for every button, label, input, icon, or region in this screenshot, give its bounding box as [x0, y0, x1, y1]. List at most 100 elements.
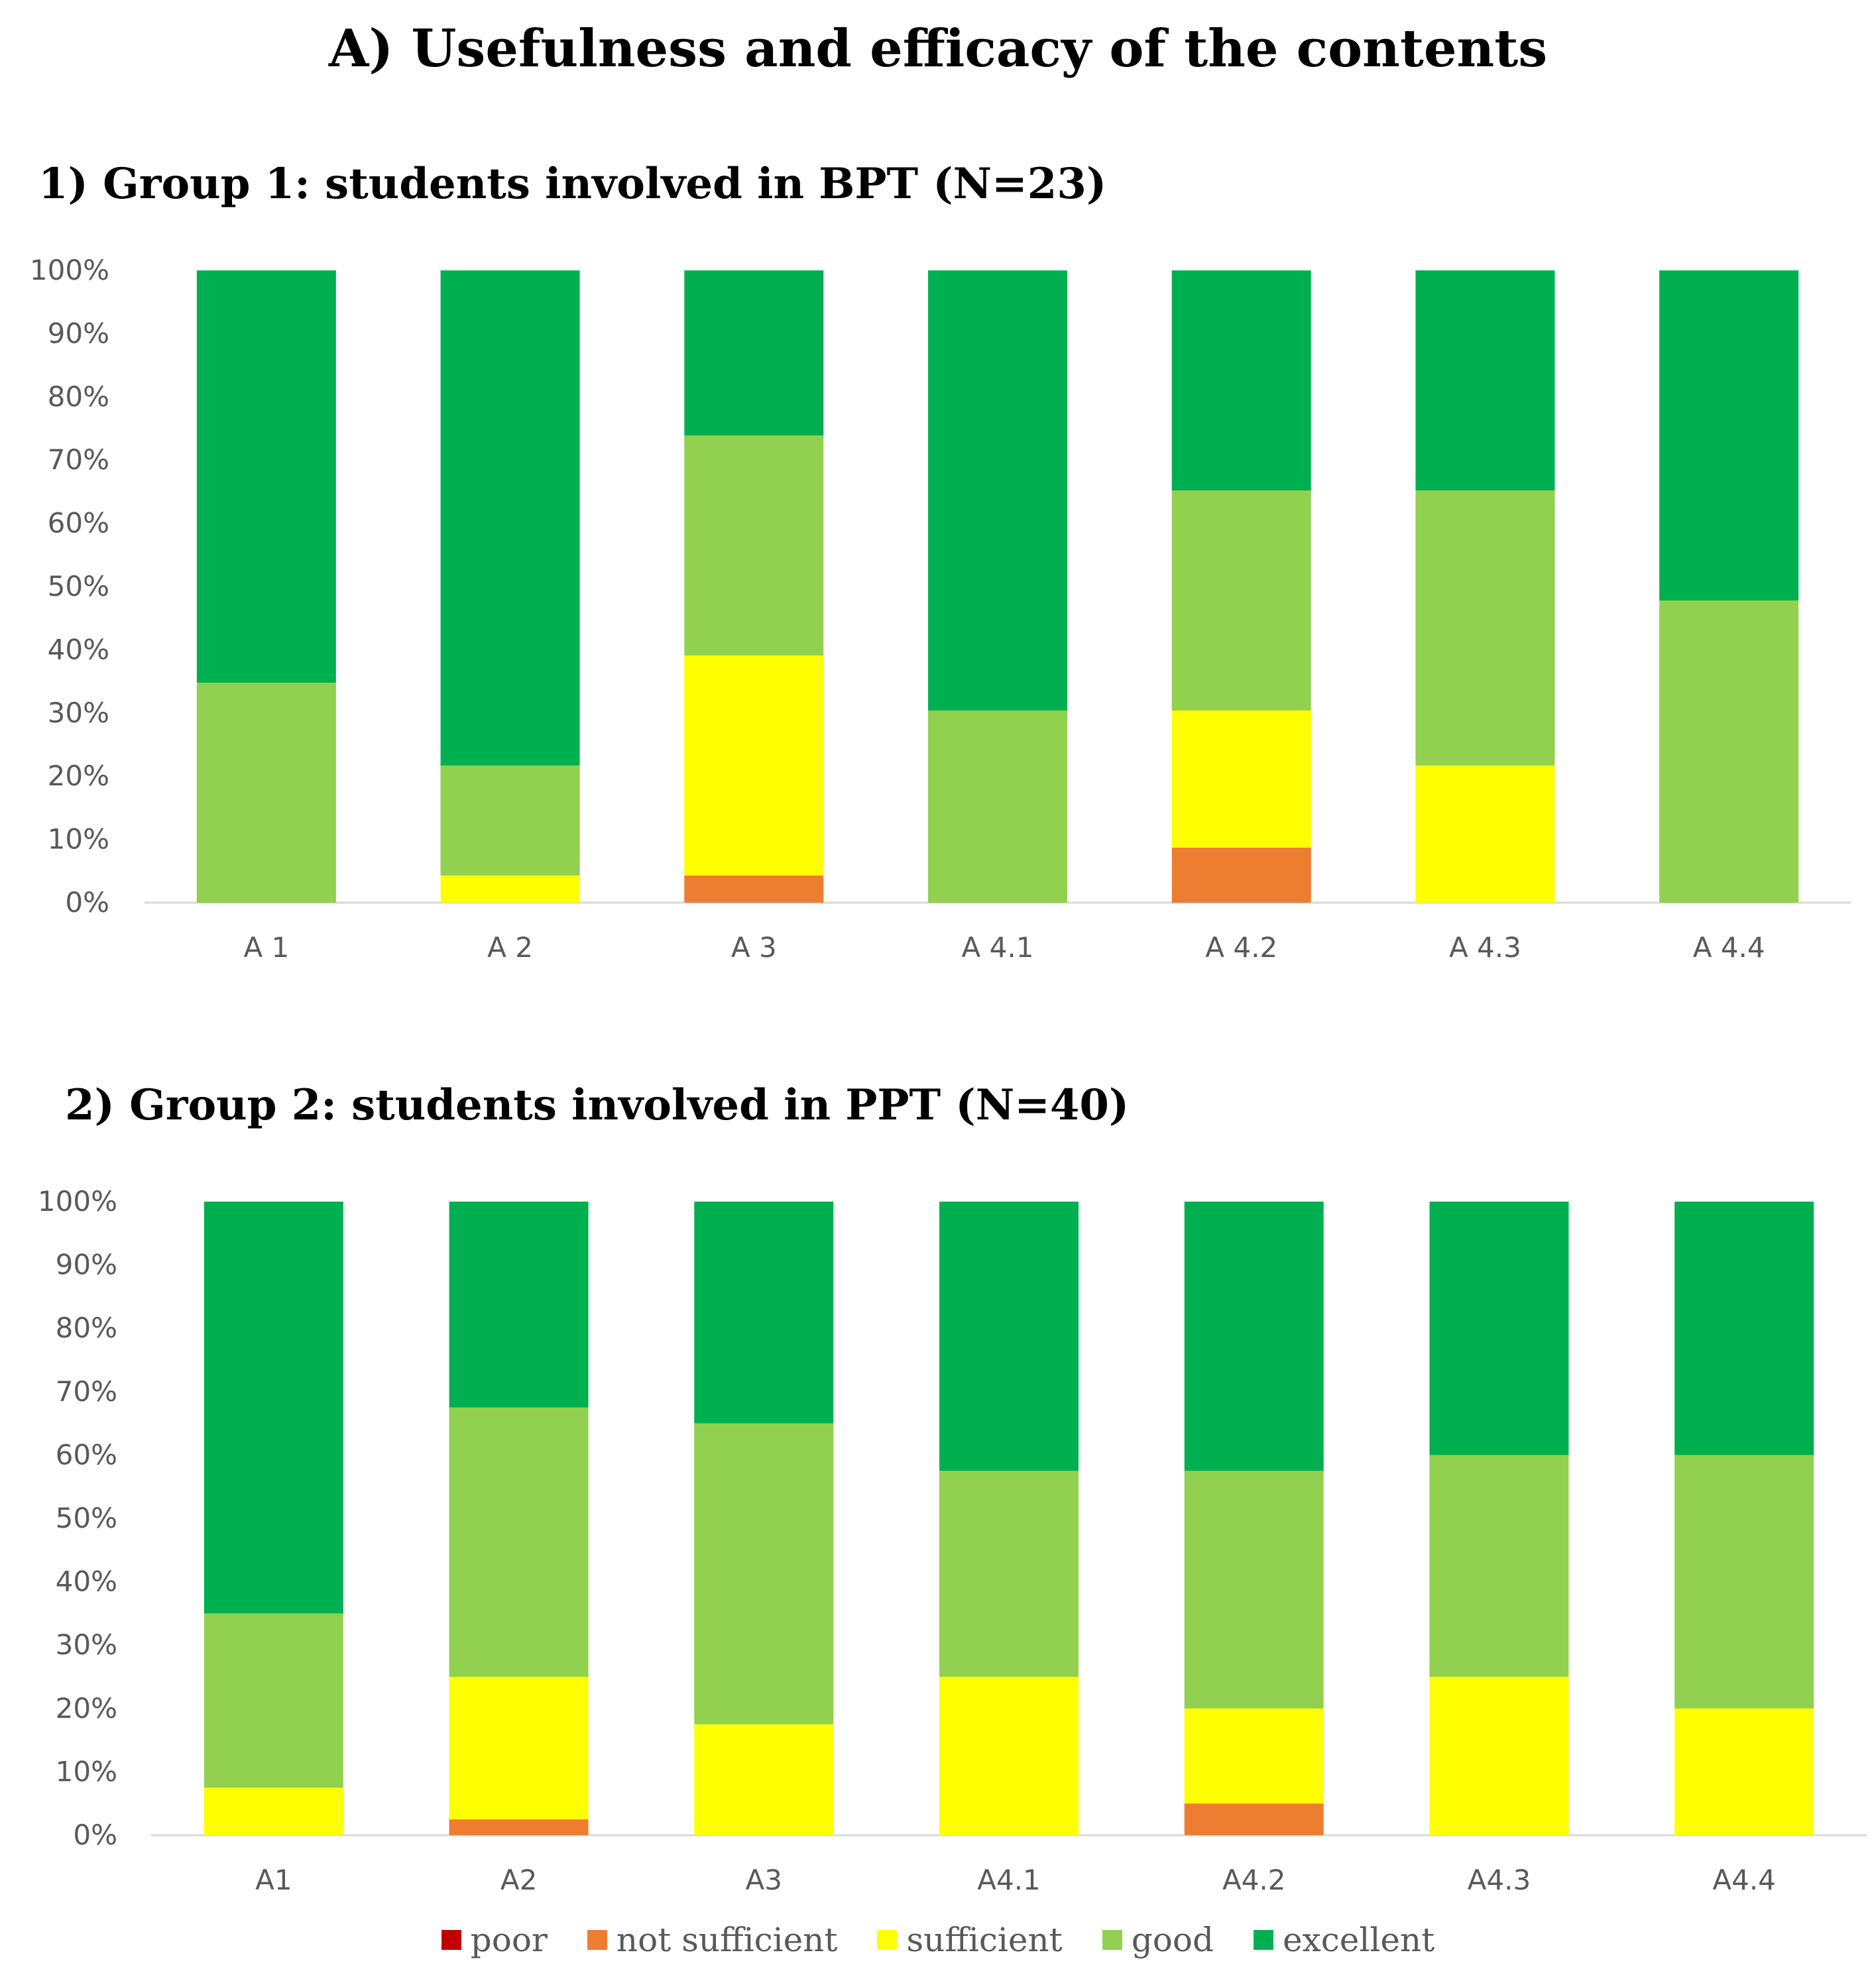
bar-segment-good-a4-1 — [939, 1471, 1079, 1677]
bar-segment-sufficient-a4-1 — [939, 1677, 1079, 1835]
chart-legend: poor not sufficient sufficient good exce… — [0, 1921, 1876, 1959]
bar-segment-sufficient-a-3 — [684, 655, 824, 876]
bar-segment-good-a4-3 — [1429, 1455, 1569, 1677]
bar-segment-good-a-4-3 — [1415, 490, 1555, 765]
y-tick-label: 20% — [48, 760, 109, 792]
legend-label-sufficient: sufficient — [906, 1921, 1063, 1959]
bar-segment-sufficient-a1 — [204, 1787, 343, 1835]
legend-item-sufficient: sufficient — [877, 1921, 1063, 1959]
group2-chart-title: 2) Group 2: students involved in PPT (N=… — [65, 1080, 1130, 1130]
bar-segment-good-a-4-4 — [1659, 600, 1799, 903]
bar-segment-good-a-2 — [440, 765, 580, 876]
y-tick-label: 60% — [56, 1438, 117, 1471]
legend-label-good: good — [1131, 1921, 1214, 1959]
x-tick-label: A2 — [500, 1864, 537, 1896]
legend-swatch-sufficient — [877, 1930, 898, 1950]
y-tick-label: 50% — [48, 570, 109, 602]
y-tick-label: 100% — [38, 1185, 117, 1218]
legend-item-poor: poor — [441, 1921, 548, 1959]
bar-segment-good-a-4-1 — [928, 710, 1067, 903]
legend-item-not-sufficient: not sufficient — [587, 1921, 838, 1959]
legend-item-good: good — [1102, 1921, 1214, 1959]
legend-swatch-poor — [441, 1930, 461, 1950]
y-tick-label: 20% — [56, 1692, 117, 1725]
y-tick-label: 60% — [48, 507, 109, 539]
bar-segment-good-a4-4 — [1674, 1455, 1814, 1709]
bar-segment-sufficient-a3 — [694, 1724, 834, 1835]
y-tick-label: 40% — [56, 1565, 117, 1598]
legend-item-excellent: excellent — [1253, 1921, 1435, 1959]
y-tick-label: 0% — [65, 886, 109, 919]
bar-segment-not-sufficient-a-4-2 — [1171, 848, 1311, 903]
y-tick-label: 50% — [56, 1502, 117, 1534]
x-tick-label: A 2 — [487, 931, 533, 964]
bar-segment-sufficient-a4-3 — [1429, 1677, 1569, 1835]
x-tick-label: A4.4 — [1712, 1864, 1776, 1896]
bar-segment-not-sufficient-a-3 — [684, 875, 824, 903]
bar-segment-good-a2 — [449, 1407, 589, 1677]
legend-swatch-excellent — [1253, 1930, 1273, 1950]
y-tick-label: 80% — [48, 380, 109, 413]
bar-segment-excellent-a1 — [204, 1202, 343, 1614]
x-tick-label: A 4.1 — [962, 931, 1034, 964]
group1-stacked-bar-chart: 0% 10% 20% 30% 40% 50% 60% 70% 80% 90% 100% A 1 A 2 A… — [30, 254, 1851, 964]
x-tick-label: A 4.3 — [1449, 931, 1521, 964]
y-tick-label: 30% — [56, 1628, 117, 1661]
y-tick-label: 10% — [48, 823, 109, 856]
bar-segment-good-a-4-2 — [1171, 490, 1311, 710]
legend-label-excellent: excellent — [1282, 1921, 1435, 1959]
x-tick-label: A4.1 — [977, 1864, 1041, 1896]
bar-segment-excellent-a4-3 — [1429, 1202, 1569, 1455]
y-tick-label: 100% — [30, 254, 109, 286]
bar-segment-sufficient-a-4-2 — [1171, 710, 1311, 848]
bar-segment-excellent-a4-1 — [939, 1202, 1079, 1471]
bar-segment-excellent-a-4-4 — [1659, 270, 1799, 600]
y-tick-label: 40% — [48, 633, 109, 665]
x-tick-label: A 4.2 — [1205, 931, 1277, 964]
bar-segment-good-a-3 — [684, 435, 824, 655]
bar-segment-good-a-1 — [196, 683, 336, 903]
y-tick-label: 90% — [56, 1249, 117, 1281]
legend-label-not-sufficient: not sufficient — [616, 1921, 838, 1959]
bar-segment-excellent-a4-4 — [1674, 1202, 1814, 1455]
bar-segment-excellent-a-1 — [196, 270, 336, 683]
bar-segment-sufficient-a-4-3 — [1415, 765, 1555, 903]
y-tick-label: 90% — [48, 317, 109, 349]
x-tick-label: A 1 — [243, 931, 289, 964]
bar-segment-excellent-a2 — [449, 1202, 589, 1408]
y-tick-label: 80% — [56, 1312, 117, 1344]
bar-segment-excellent-a-4-1 — [928, 270, 1067, 710]
x-tick-label: A4.2 — [1222, 1864, 1286, 1896]
main-title: A) Usefulness and efficacy of the conten… — [328, 19, 1548, 79]
bar-segment-excellent-a-4-2 — [1171, 270, 1311, 490]
x-tick-label: A 4.4 — [1693, 931, 1765, 964]
bar-segment-excellent-a3 — [694, 1202, 834, 1424]
bar-segment-good-a4-2 — [1184, 1471, 1324, 1709]
bar-segment-sufficient-a4-2 — [1184, 1708, 1324, 1804]
y-tick-label: 30% — [48, 697, 109, 729]
bar-segment-sufficient-a-2 — [440, 875, 580, 903]
bar-segment-sufficient-a4-4 — [1674, 1708, 1814, 1835]
bar-segment-excellent-a4-2 — [1184, 1202, 1324, 1471]
x-tick-label: A3 — [746, 1864, 782, 1896]
bar-segment-not-sufficient-a2 — [449, 1819, 589, 1835]
x-tick-label: A 3 — [731, 931, 777, 964]
legend-swatch-good — [1102, 1930, 1122, 1950]
bar-segment-excellent-a-3 — [684, 270, 824, 435]
y-tick-label: 0% — [73, 1819, 117, 1851]
group1-chart-title: 1) Group 1: students involved in BPT (N=… — [38, 159, 1107, 209]
bar-segment-good-a1 — [204, 1613, 343, 1788]
bar-segment-good-a3 — [694, 1423, 834, 1725]
x-tick-label: A4.3 — [1468, 1864, 1531, 1896]
x-tick-label: A1 — [255, 1864, 292, 1896]
y-tick-label: 70% — [56, 1375, 117, 1408]
bar-segment-sufficient-a2 — [449, 1677, 589, 1820]
y-tick-label: 70% — [48, 443, 109, 476]
bar-segment-excellent-a-4-3 — [1415, 270, 1555, 490]
bar-segment-not-sufficient-a4-2 — [1184, 1803, 1324, 1835]
y-tick-label: 10% — [56, 1755, 117, 1787]
bar-segment-excellent-a-2 — [440, 270, 580, 765]
group2-stacked-bar-chart: 0% 10% 20% 30% 40% 50% 60% 70% 80% 90% 100% A1 A2 A3 A… — [38, 1185, 1867, 1896]
legend-label-poor: poor — [470, 1921, 548, 1959]
legend-swatch-not-sufficient — [587, 1930, 607, 1950]
